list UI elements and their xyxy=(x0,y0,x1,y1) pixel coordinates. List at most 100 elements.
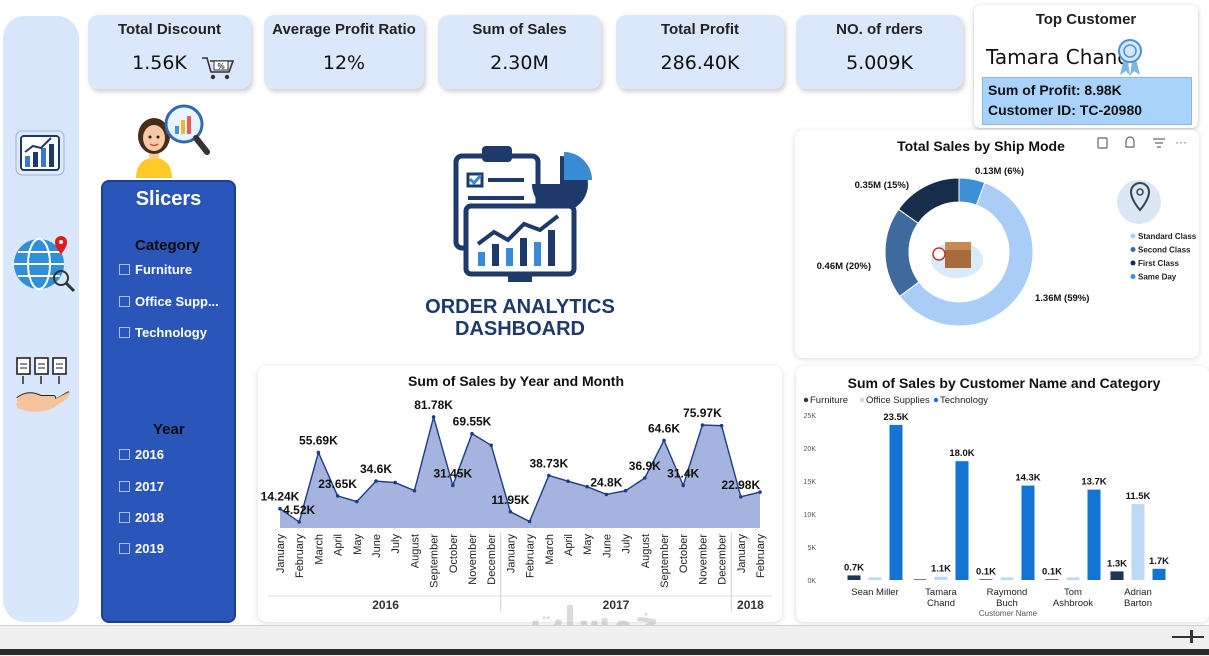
bar[interactable] xyxy=(1045,579,1059,580)
data-point[interactable] xyxy=(623,488,628,493)
bar[interactable] xyxy=(1087,489,1101,580)
data-point[interactable] xyxy=(604,492,609,497)
checkbox[interactable] xyxy=(119,264,130,275)
legend-label[interactable]: First Class xyxy=(1138,259,1179,268)
data-point[interactable] xyxy=(681,483,685,488)
data-point[interactable] xyxy=(566,479,570,483)
checkbox[interactable] xyxy=(119,327,130,338)
x-tick-label: February xyxy=(294,534,306,579)
data-point[interactable] xyxy=(547,473,551,478)
x-tick-label: September xyxy=(659,534,671,588)
bar[interactable] xyxy=(889,424,903,580)
data-point[interactable] xyxy=(316,450,321,455)
bar[interactable] xyxy=(955,461,969,580)
analytics-chart-icon[interactable] xyxy=(13,128,67,178)
x-tick-label: July xyxy=(390,534,402,554)
checkbox[interactable] xyxy=(119,512,130,523)
checkbox[interactable] xyxy=(119,449,130,460)
legend-label[interactable]: Same Day xyxy=(1138,273,1177,282)
zoom-slider-thumb[interactable] xyxy=(1190,630,1193,643)
category-option-office-supplies[interactable]: Office Supp... xyxy=(119,294,219,309)
category-option-technology[interactable]: Technology xyxy=(119,325,207,340)
bar[interactable] xyxy=(868,577,882,580)
zoom-slider[interactable] xyxy=(1172,636,1204,638)
donut-slice[interactable] xyxy=(899,181,1034,327)
bar-label: 1.1K xyxy=(931,564,951,575)
checkbox[interactable] xyxy=(119,481,130,492)
nav-sidebar xyxy=(3,16,79,622)
year-option-2016[interactable]: 2016 xyxy=(119,447,164,462)
bar[interactable] xyxy=(934,576,948,580)
bar[interactable] xyxy=(1021,485,1035,580)
x-tick-label: Chand xyxy=(927,598,955,609)
data-point[interactable] xyxy=(451,483,455,488)
bar[interactable] xyxy=(847,575,861,580)
legend-label[interactable]: Office Supplies xyxy=(866,395,930,406)
bar[interactable] xyxy=(1066,577,1080,580)
data-point[interactable] xyxy=(719,423,724,428)
copy-icon[interactable] xyxy=(1097,137,1108,149)
data-point[interactable] xyxy=(297,520,301,524)
data-point[interactable] xyxy=(374,479,378,483)
documents-hand-icon[interactable] xyxy=(13,354,73,412)
x-tick-label: April xyxy=(333,534,345,556)
kpi-title: Average Profit Ratio xyxy=(272,21,416,38)
globe-location-icon[interactable] xyxy=(11,234,77,294)
data-label: 34.6K xyxy=(360,462,392,476)
slicers-panel: Slicers Category Furniture Office Supp..… xyxy=(101,180,236,623)
year-option-2019[interactable]: 2019 xyxy=(119,541,164,556)
donut-slice[interactable] xyxy=(884,208,920,298)
data-point[interactable] xyxy=(355,499,359,504)
ship-mode-chart-panel[interactable]: Total Sales by Ship Mode 1.36M (59%) 0.46… xyxy=(795,130,1199,358)
bar[interactable] xyxy=(979,579,993,580)
x-tick-label: October xyxy=(678,534,690,573)
kpi-total-profit: Total Profit 286.40K xyxy=(616,15,784,89)
year-option-2017[interactable]: 2017 xyxy=(119,479,164,494)
data-label: 11.95K xyxy=(491,493,529,507)
year-option-2018[interactable]: 2018 xyxy=(119,510,164,525)
donut-slice[interactable] xyxy=(958,177,986,206)
data-point[interactable] xyxy=(470,431,474,436)
filter-icon[interactable] xyxy=(1153,138,1165,148)
data-point[interactable] xyxy=(585,484,589,489)
category-option-furniture[interactable]: Furniture xyxy=(119,262,192,277)
chart-title: Sum of Sales by Year and Month xyxy=(408,373,624,389)
bar[interactable] xyxy=(1110,571,1124,580)
legend-label[interactable]: Second Class xyxy=(1138,246,1191,255)
data-point[interactable] xyxy=(489,443,493,448)
data-point[interactable] xyxy=(662,438,666,443)
visual-header-toolbar[interactable]: ··· xyxy=(1097,135,1187,149)
data-point[interactable] xyxy=(643,476,647,480)
data-point[interactable] xyxy=(431,415,436,419)
data-point[interactable] xyxy=(412,488,417,493)
data-point[interactable] xyxy=(393,480,397,485)
bell-icon[interactable] xyxy=(1125,136,1135,148)
order-analytics-logo-icon xyxy=(450,144,595,291)
legend-marker xyxy=(859,397,865,403)
checkbox[interactable] xyxy=(119,296,130,307)
bar[interactable] xyxy=(1131,504,1145,580)
data-label: 31.4K xyxy=(667,466,699,480)
bar[interactable] xyxy=(1152,568,1166,580)
data-point[interactable] xyxy=(739,495,743,499)
data-point[interactable] xyxy=(758,490,762,494)
legend-label[interactable]: Standard Class xyxy=(1138,232,1197,241)
checkbox[interactable] xyxy=(119,543,130,554)
sales-by-month-chart-panel[interactable]: Sum of Sales by Year and Month 14.24K 4.5… xyxy=(258,366,782,622)
data-point[interactable] xyxy=(278,506,282,511)
data-point[interactable] xyxy=(527,519,532,524)
sales-by-customer-chart-panel[interactable]: Sum of Sales by Customer Name and Catego… xyxy=(796,366,1209,622)
data-label: 69.55K xyxy=(453,415,492,429)
data-point[interactable] xyxy=(335,494,340,498)
bar[interactable] xyxy=(913,579,927,580)
legend-label[interactable]: Furniture xyxy=(810,395,848,406)
data-point[interactable] xyxy=(508,510,513,514)
bar[interactable] xyxy=(1000,577,1014,580)
more-options-icon[interactable]: ··· xyxy=(1175,135,1187,149)
top-customer-id: Customer ID: TC-20980 xyxy=(988,102,1143,118)
legend-marker xyxy=(803,397,809,403)
year-option-label: 2017 xyxy=(135,479,164,494)
legend-label[interactable]: Technology xyxy=(940,395,988,406)
x-tick-label: January xyxy=(505,534,517,574)
data-point[interactable] xyxy=(700,423,705,427)
